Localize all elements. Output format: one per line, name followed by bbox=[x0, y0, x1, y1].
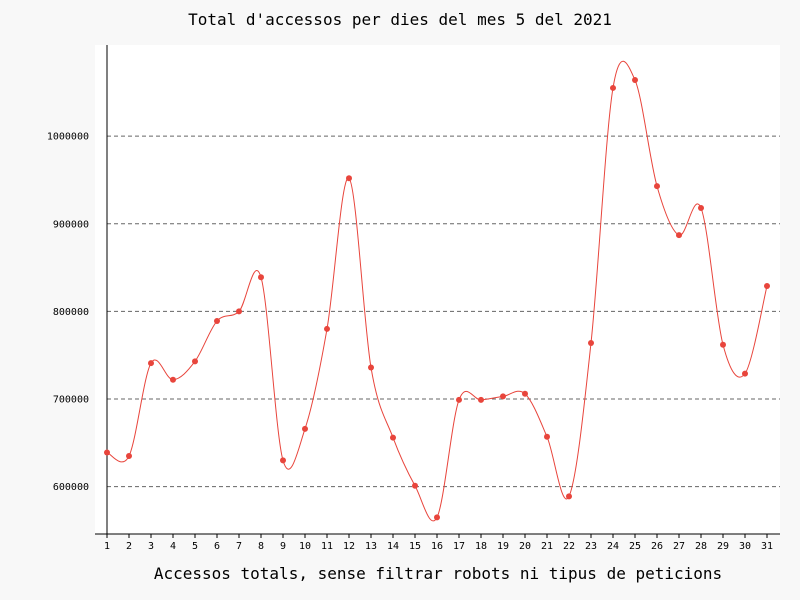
x-tick-label: 10 bbox=[299, 541, 311, 552]
x-tick-label: 14 bbox=[387, 541, 399, 552]
data-point bbox=[456, 396, 462, 403]
x-tick-label: 21 bbox=[541, 541, 553, 552]
y-tick-label: 800000 bbox=[53, 307, 89, 318]
x-tick-label: 15 bbox=[409, 541, 421, 552]
data-point bbox=[764, 282, 770, 289]
x-tick-label: 5 bbox=[192, 541, 198, 552]
data-point bbox=[544, 433, 550, 440]
x-axis-label: Accessos totals, sense filtrar robots ni… bbox=[153, 564, 723, 583]
data-point bbox=[368, 364, 374, 371]
data-point bbox=[434, 514, 440, 521]
data-point bbox=[192, 358, 198, 365]
data-point bbox=[104, 449, 110, 456]
y-tick-label: 700000 bbox=[53, 395, 89, 406]
data-point bbox=[566, 493, 572, 500]
x-tick-label: 1 bbox=[104, 541, 110, 552]
data-point bbox=[280, 457, 286, 464]
data-point bbox=[742, 370, 748, 377]
x-tick-label: 9 bbox=[280, 541, 286, 552]
data-point bbox=[324, 325, 330, 332]
chart-title: Total d'accessos per dies del mes 5 del … bbox=[188, 10, 612, 29]
data-point bbox=[500, 393, 506, 400]
x-tick-label: 31 bbox=[761, 541, 773, 552]
x-tick-label: 7 bbox=[236, 541, 242, 552]
x-tick-label: 8 bbox=[258, 541, 264, 552]
data-point bbox=[720, 341, 726, 348]
x-tick-label: 2 bbox=[126, 541, 132, 552]
data-point bbox=[346, 175, 352, 182]
data-point bbox=[148, 360, 154, 367]
y-tick-label: 900000 bbox=[53, 219, 89, 230]
x-tick-label: 13 bbox=[365, 541, 377, 552]
x-tick-label: 28 bbox=[695, 541, 707, 552]
x-tick-label: 30 bbox=[739, 541, 751, 552]
y-tick-label: 1000000 bbox=[47, 132, 89, 143]
data-point bbox=[214, 318, 220, 325]
data-point bbox=[698, 205, 704, 211]
data-point bbox=[610, 84, 616, 91]
data-point bbox=[170, 376, 176, 383]
x-tick-label: 23 bbox=[585, 541, 597, 552]
data-point bbox=[126, 453, 132, 460]
x-tick-label: 22 bbox=[563, 541, 575, 552]
plot-area bbox=[95, 45, 780, 534]
x-tick-label: 29 bbox=[717, 541, 729, 552]
data-point bbox=[478, 396, 484, 403]
x-tick-label: 24 bbox=[607, 541, 619, 552]
x-tick-label: 19 bbox=[497, 541, 509, 552]
x-tick-label: 17 bbox=[453, 541, 465, 552]
x-tick-label: 20 bbox=[519, 541, 531, 552]
data-point bbox=[302, 425, 308, 432]
x-tick-label: 25 bbox=[629, 541, 641, 552]
data-point bbox=[676, 232, 682, 239]
data-point bbox=[632, 77, 638, 84]
data-point bbox=[390, 434, 396, 441]
data-point bbox=[654, 183, 660, 190]
data-point bbox=[522, 390, 528, 397]
x-tick-label: 27 bbox=[673, 541, 685, 552]
data-point bbox=[236, 308, 242, 315]
x-tick-label: 26 bbox=[651, 541, 663, 552]
x-tick-label: 11 bbox=[321, 541, 333, 552]
x-tick-label: 6 bbox=[214, 541, 220, 552]
data-point bbox=[258, 274, 264, 281]
data-point bbox=[412, 482, 418, 489]
x-tick-label: 18 bbox=[475, 541, 487, 552]
x-tick-label: 4 bbox=[170, 541, 176, 552]
y-tick-label: 600000 bbox=[53, 482, 89, 493]
x-tick-label: 3 bbox=[148, 541, 154, 552]
data-point bbox=[588, 339, 594, 346]
x-tick-label: 16 bbox=[431, 541, 443, 552]
x-tick-label: 12 bbox=[343, 541, 355, 552]
